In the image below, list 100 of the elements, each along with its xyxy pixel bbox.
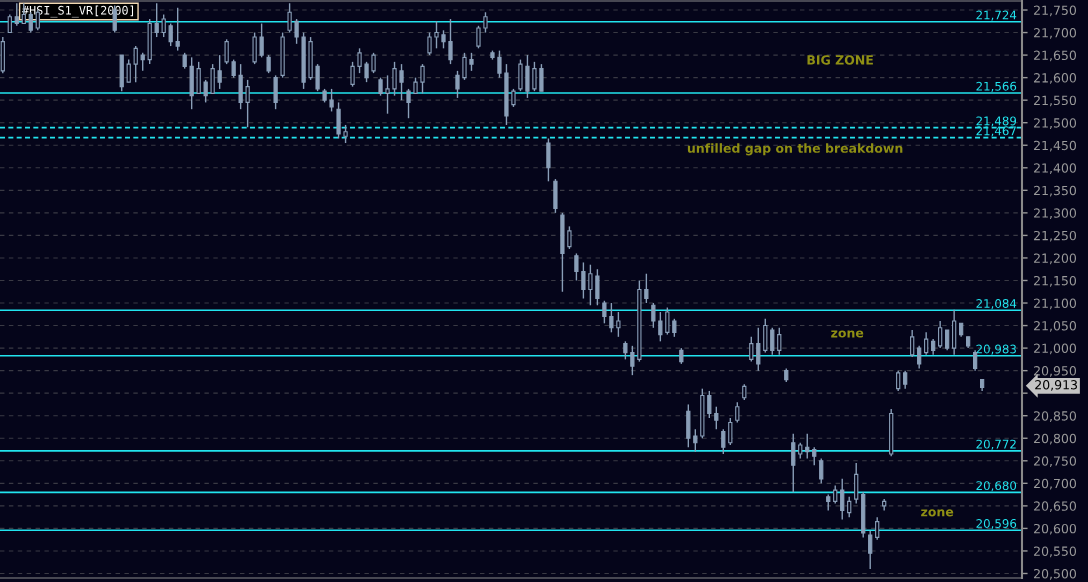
y-tick-label: 21,100 bbox=[1034, 298, 1077, 310]
candlestick bbox=[231, 58, 236, 79]
y-tick-label: 21,650 bbox=[1034, 50, 1077, 62]
ref-line-label: 21,724 bbox=[976, 10, 1017, 21]
candlestick bbox=[245, 79, 250, 128]
y-tick-label: 20,850 bbox=[1034, 411, 1077, 422]
annotation: zone bbox=[921, 509, 954, 517]
candlestick bbox=[385, 74, 390, 115]
y-tick-label: 21,400 bbox=[1034, 163, 1077, 174]
candlestick bbox=[868, 529, 873, 570]
y-tick-label: 21,350 bbox=[1034, 185, 1077, 197]
candlestick bbox=[756, 327, 761, 372]
y-tick-label: 21,000 bbox=[1034, 343, 1077, 355]
candlestick bbox=[574, 252, 579, 282]
y-tick-label: 21,250 bbox=[1034, 230, 1077, 242]
candlestick bbox=[455, 70, 460, 99]
candlestick bbox=[224, 38, 229, 65]
candlestick bbox=[161, 13, 166, 38]
candlestick bbox=[875, 516, 880, 541]
candlestick bbox=[770, 327, 775, 356]
ref-line-label: 20,772 bbox=[976, 439, 1016, 450]
y-tick-label: 21,600 bbox=[1034, 73, 1077, 84]
candlestick bbox=[588, 264, 593, 306]
candlestick bbox=[406, 88, 411, 119]
candlestick bbox=[203, 79, 208, 104]
candlestick bbox=[483, 11, 488, 34]
candlestick bbox=[791, 433, 796, 494]
candlestick bbox=[651, 302, 656, 329]
candlestick bbox=[259, 22, 264, 59]
y-tick-label: 21,050 bbox=[1034, 321, 1077, 332]
candlestick bbox=[616, 311, 621, 338]
candlestick bbox=[511, 88, 516, 108]
candlestick bbox=[917, 345, 922, 370]
candlestick bbox=[175, 7, 180, 52]
candlestick bbox=[14, 2, 19, 27]
candlestick bbox=[938, 320, 943, 349]
ref-line-label: 20,596 bbox=[976, 519, 1017, 530]
candlestick bbox=[819, 457, 824, 485]
y-tick-label: 20,500 bbox=[1034, 568, 1077, 580]
candlestick bbox=[476, 25, 481, 50]
candlestick bbox=[399, 63, 404, 101]
candlestick bbox=[154, 2, 159, 38]
candlestick bbox=[434, 20, 439, 50]
candlestick bbox=[840, 478, 845, 521]
y-tick-label: 20,550 bbox=[1034, 546, 1077, 558]
candlestick bbox=[567, 225, 572, 250]
candlestick bbox=[469, 52, 474, 72]
y-tick-label: 20,750 bbox=[1034, 456, 1077, 467]
candlestick bbox=[294, 18, 299, 45]
candlestick bbox=[448, 18, 453, 65]
annotation: zone bbox=[831, 330, 864, 338]
candlestick bbox=[609, 302, 614, 334]
candlestick bbox=[497, 49, 502, 79]
candlestick bbox=[749, 336, 754, 363]
candlestick bbox=[644, 273, 649, 304]
candlestick bbox=[7, 13, 12, 34]
y-tick-label: 21,700 bbox=[1034, 28, 1077, 39]
candlestick bbox=[441, 29, 446, 50]
candlestick bbox=[973, 349, 978, 372]
candlestick bbox=[602, 300, 607, 325]
candlestick bbox=[630, 345, 635, 376]
candlestick bbox=[707, 390, 712, 419]
candlestick bbox=[812, 446, 817, 466]
candlestick bbox=[392, 61, 397, 97]
candlestick bbox=[777, 327, 782, 356]
candlestick bbox=[133, 45, 138, 83]
y-tick-label: 20,800 bbox=[1034, 433, 1077, 445]
candlestick bbox=[721, 428, 726, 455]
candlestick bbox=[735, 401, 740, 424]
candlestick bbox=[532, 61, 537, 92]
y-tick-label: 21,550 bbox=[1034, 95, 1077, 107]
ref-line-label: 20,983 bbox=[976, 344, 1016, 355]
candlestick bbox=[910, 329, 915, 358]
candlestick bbox=[266, 54, 271, 74]
y-tick-label: 21,450 bbox=[1034, 140, 1077, 152]
y-tick-label: 21,750 bbox=[1034, 5, 1077, 17]
candlestick bbox=[693, 428, 698, 453]
y-tick-label: 21,500 bbox=[1034, 118, 1077, 129]
candlestick bbox=[427, 31, 432, 56]
candlestick bbox=[462, 52, 467, 81]
ref-line-label: 20,680 bbox=[976, 481, 1017, 492]
candlestick bbox=[371, 52, 376, 74]
candlestick bbox=[126, 58, 131, 83]
ref-line-label: 21,084 bbox=[976, 299, 1017, 310]
y-tick-label: 21,150 bbox=[1034, 275, 1077, 287]
y-tick-label: 21,300 bbox=[1034, 208, 1077, 220]
annotation: unfilled gap on the breakdown bbox=[687, 143, 903, 156]
y-tick-label: 20,650 bbox=[1034, 501, 1077, 513]
candlestick bbox=[924, 331, 929, 356]
candlestick bbox=[581, 261, 586, 300]
candlestick bbox=[595, 268, 600, 306]
candlestick bbox=[364, 61, 369, 83]
candlestick bbox=[140, 52, 145, 72]
text: 20,913 bbox=[1035, 380, 1077, 391]
candlestick bbox=[623, 340, 628, 361]
y-tick-label: 20,600 bbox=[1034, 523, 1077, 535]
candlestick bbox=[714, 406, 719, 430]
candlestick bbox=[896, 369, 901, 392]
candlestick bbox=[350, 61, 355, 88]
candlestick bbox=[728, 417, 733, 446]
